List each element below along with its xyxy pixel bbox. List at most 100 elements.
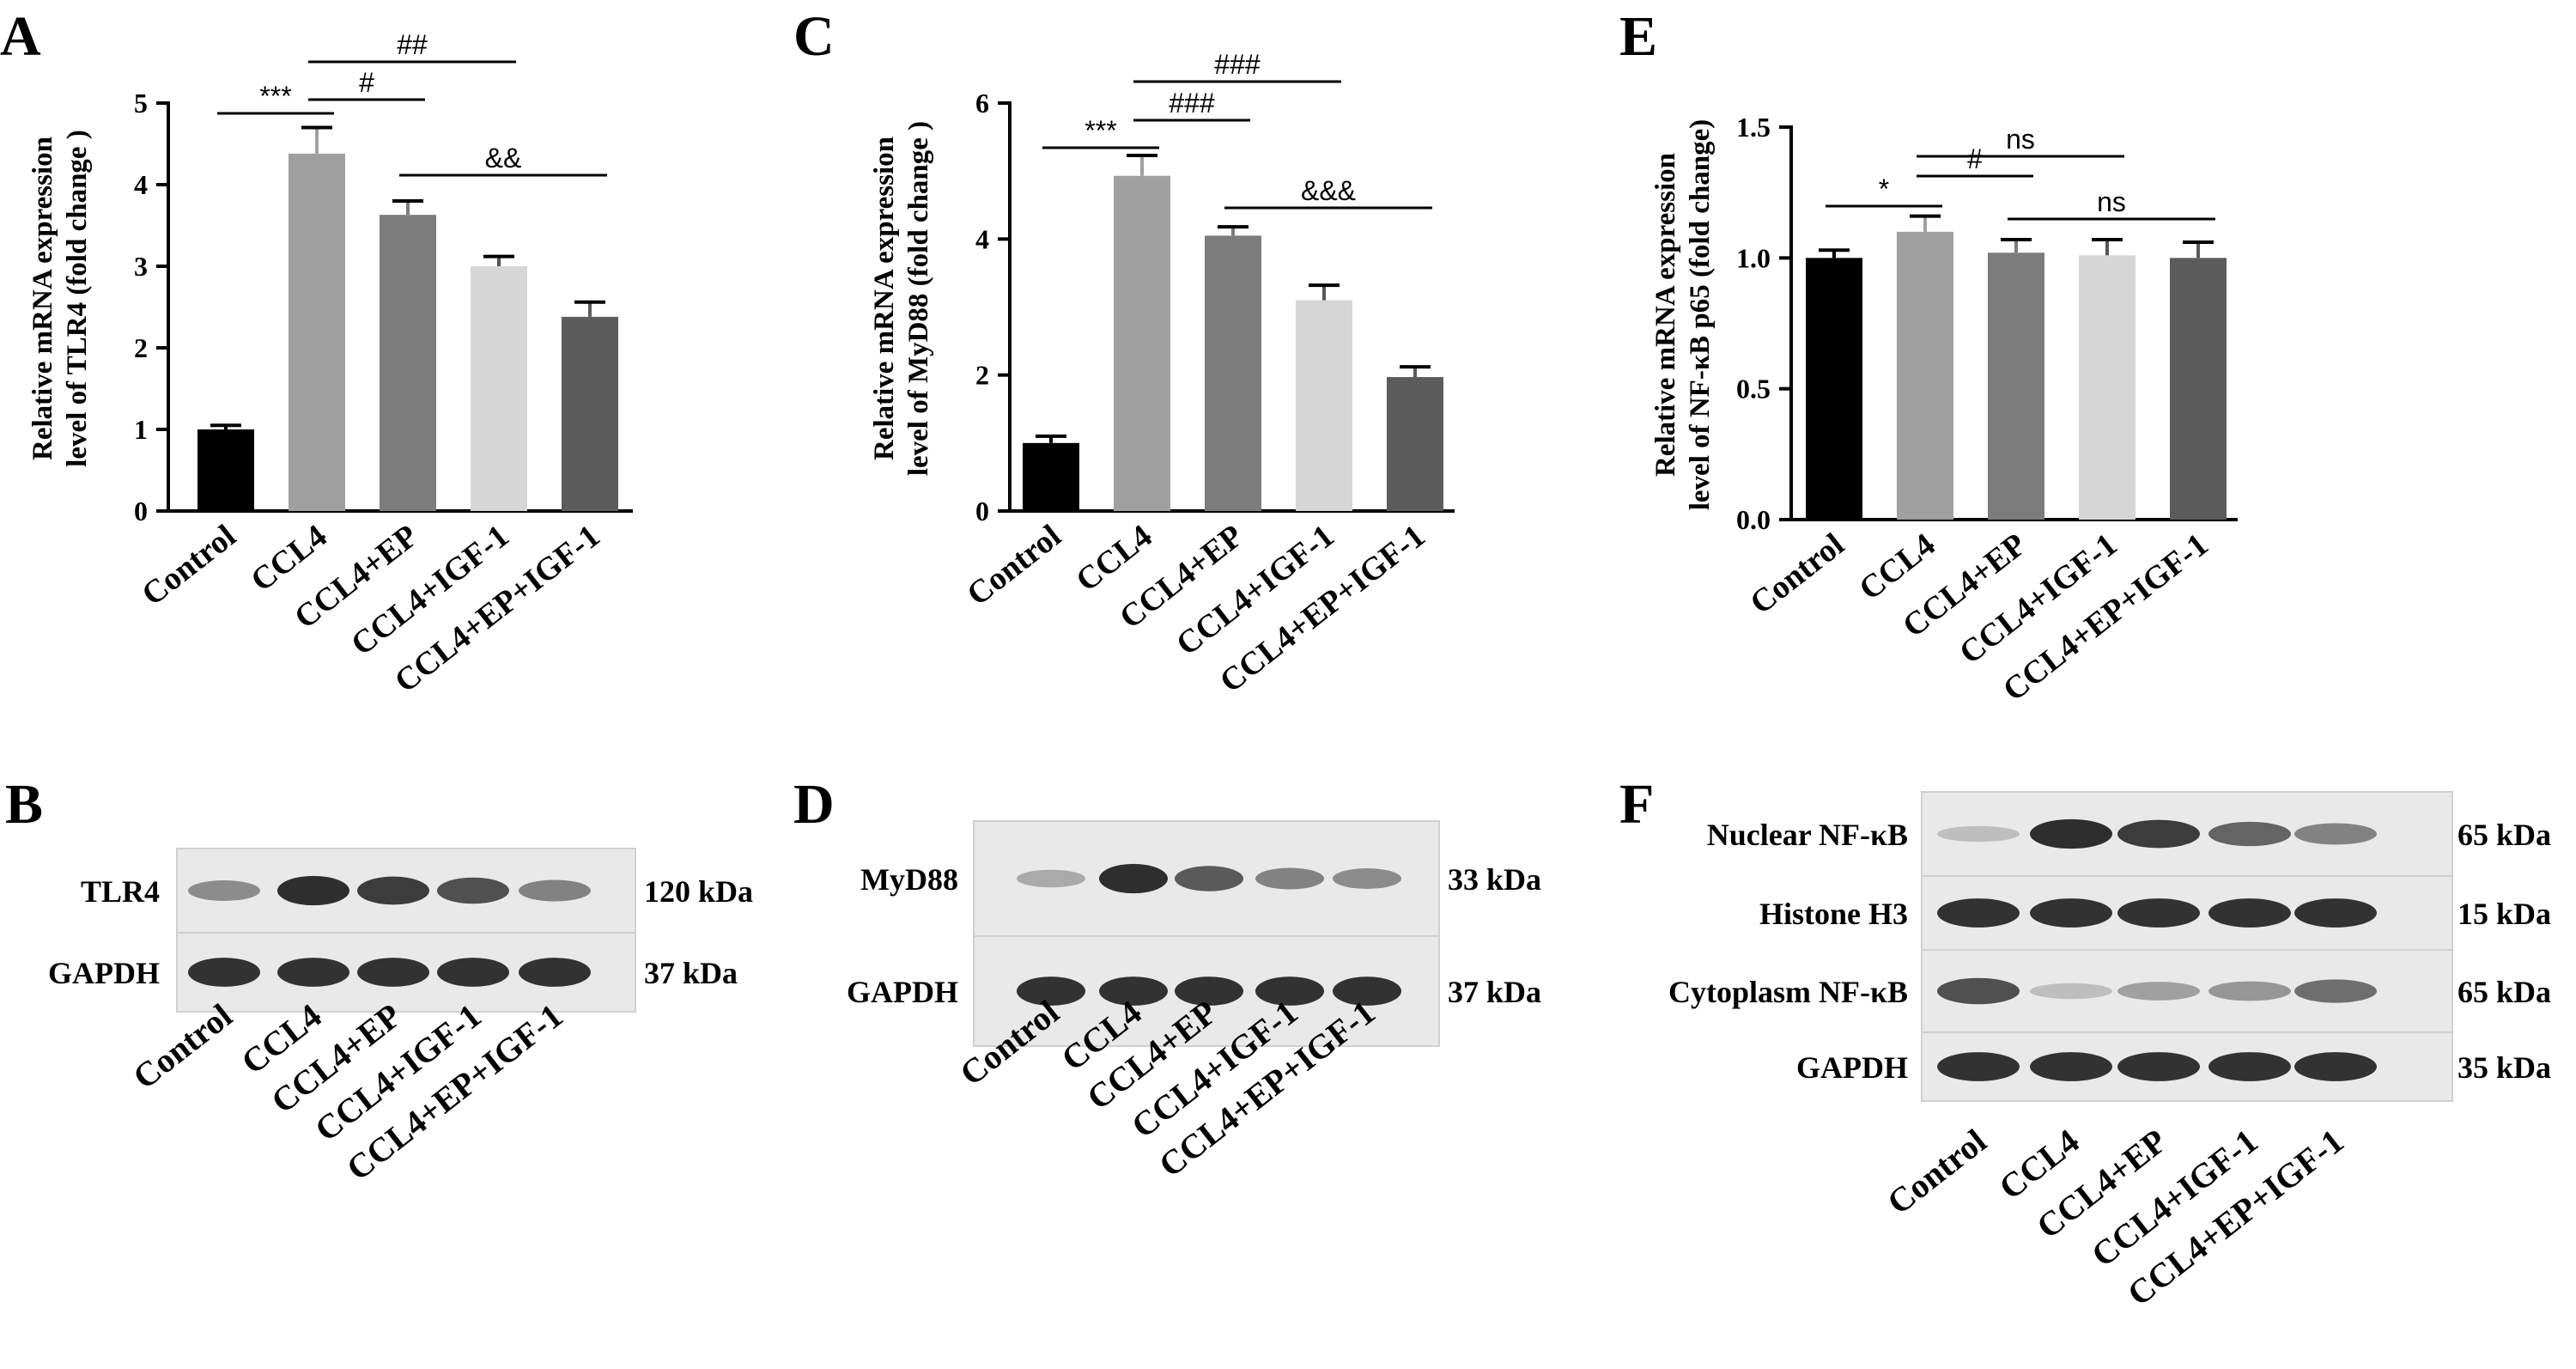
- blot-band: [1937, 898, 2020, 928]
- blot-band: [2208, 981, 2291, 1001]
- significance-label: ##: [397, 29, 428, 60]
- blot-kda-label: 37 kDa: [644, 956, 738, 990]
- y-tick-label: 4: [134, 169, 148, 200]
- significance-label: &&: [485, 143, 522, 173]
- blot-band: [1255, 977, 1324, 1006]
- blot-band: [1017, 869, 1085, 888]
- blot-band: [1175, 866, 1243, 891]
- panel-letter-c: C: [793, 5, 835, 68]
- y-tick-label: 2: [134, 332, 148, 363]
- blot-panel-f: Nuclear NF-κB 65 kDa Histone H3 15 kDa Cytop…: [1668, 791, 2551, 1313]
- y-axis-label: Relative mRNA expression: [1650, 153, 1681, 477]
- bar-ccl4-ep: [1205, 235, 1261, 511]
- blot-band: [2208, 821, 2291, 847]
- blot-kda-label: 37 kDa: [1448, 975, 1541, 1009]
- blot-band: [1099, 977, 1168, 1006]
- blot-row-label: GAPDH: [1796, 1050, 1908, 1085]
- blot-band: [519, 958, 591, 987]
- blot-band: [1333, 977, 1401, 1006]
- blot-row-label: Histone H3: [1759, 897, 1908, 931]
- y-tick-label: 0: [134, 496, 148, 526]
- chart-panel-c: 0 2 4 6 Relative mRNA expression level of MyD…: [869, 49, 1455, 700]
- bar-ccl4-ep-igf-1: [2170, 258, 2227, 520]
- blot-band: [2117, 819, 2200, 849]
- chart-panel-e: 0.0 0.5 1.0 1.5 Relative mRNA expression leve…: [1650, 112, 2238, 709]
- y-tick-label: 1: [134, 414, 148, 445]
- bar-ccl4: [289, 153, 345, 511]
- y-tick-label: 0.0: [1736, 504, 1771, 535]
- blot-band: [1937, 825, 2020, 843]
- bar-ccl4-igf-1: [2079, 255, 2136, 520]
- blot-band: [437, 958, 509, 987]
- blot-band: [188, 880, 260, 901]
- significance-label: #: [359, 67, 374, 98]
- blot-band: [1937, 977, 2020, 1005]
- blot-band: [2208, 898, 2291, 928]
- y-tick-label: 1.0: [1736, 242, 1771, 273]
- bar-ccl4-ep-igf-1: [1387, 377, 1443, 511]
- significance-label: ###: [1214, 49, 1261, 80]
- blot-band: [188, 958, 260, 987]
- blot-band: [1937, 1052, 2020, 1081]
- bar-control: [1023, 442, 1079, 511]
- blot-band: [2030, 818, 2112, 849]
- significance-label: ###: [1169, 88, 1215, 119]
- blot-band: [1175, 977, 1243, 1006]
- y-tick-label: 6: [975, 88, 989, 119]
- blot-band: [357, 958, 429, 987]
- blot-kda-label: 65 kDa: [2458, 818, 2551, 852]
- blot-band: [2294, 898, 2377, 928]
- bar-ccl4: [1114, 175, 1170, 512]
- blot-band: [2117, 1052, 2200, 1081]
- blot-kda-label: 120 kDa: [644, 874, 753, 909]
- y-tick-label: 5: [134, 88, 148, 119]
- bar-ccl4-ep-igf-1: [562, 316, 618, 511]
- panel-letter-f: F: [1619, 773, 1654, 836]
- significance-label: ns: [2006, 124, 2035, 155]
- bar-ccl4-ep: [380, 215, 436, 511]
- blot-row-label: Cytoplasm NF-κB: [1668, 975, 1908, 1009]
- blot-band: [2117, 898, 2200, 928]
- panel-letter-a: A: [0, 5, 41, 68]
- blot-band: [1333, 868, 1401, 889]
- y-tick-label: 1.5: [1736, 112, 1771, 143]
- blot-band: [1017, 977, 1085, 1006]
- blot-band: [2294, 979, 2377, 1003]
- blot-row-label: GAPDH: [847, 975, 958, 1009]
- significance-label: ***: [1084, 115, 1116, 146]
- bar-control: [1806, 258, 1862, 520]
- significance-label: ***: [259, 81, 291, 112]
- blot-band: [2294, 823, 2377, 845]
- blot-band: [2208, 1052, 2291, 1081]
- x-tick-label: Control: [960, 518, 1067, 613]
- blot-lane-label: Control: [1880, 1122, 1993, 1222]
- y-axis-label: level of TLR4 (fold change ): [62, 130, 93, 467]
- significance-label: *: [1879, 173, 1889, 204]
- blot-row-label: TLR4: [81, 874, 160, 909]
- significance-label: ns: [2097, 186, 2126, 217]
- chart-panel-a: 0 1 2 3 4 5 Relative mRNA expression level of T…: [27, 29, 633, 700]
- y-tick-label: 2: [975, 360, 989, 391]
- y-axis-label: level of NF-κB p65 (fold change): [1685, 119, 1716, 511]
- blot-band: [1099, 863, 1168, 894]
- blot-band: [519, 879, 591, 902]
- x-tick-label: Control: [1743, 526, 1850, 622]
- blot-band: [2030, 983, 2112, 1000]
- bar-ccl4-igf-1: [471, 266, 527, 511]
- panel-letter-b: B: [5, 773, 43, 836]
- blot-kda-label: 15 kDa: [2458, 897, 2551, 931]
- bar-ccl4-ep: [1988, 253, 2044, 520]
- panel-letter-d: D: [793, 773, 835, 836]
- y-axis-label: Relative mRNA expression: [27, 137, 58, 460]
- significance-label: #: [1967, 143, 1983, 174]
- blot-band: [277, 875, 349, 906]
- bar-control: [197, 429, 254, 511]
- panel-letter-e: E: [1619, 5, 1657, 68]
- blot-row-label: GAPDH: [48, 956, 160, 990]
- blot-band: [437, 877, 509, 904]
- blot-kda-label: 65 kDa: [2458, 975, 2551, 1009]
- blot-row-label: MyD88: [860, 862, 958, 897]
- y-axis-label: Relative mRNA expression: [869, 137, 900, 460]
